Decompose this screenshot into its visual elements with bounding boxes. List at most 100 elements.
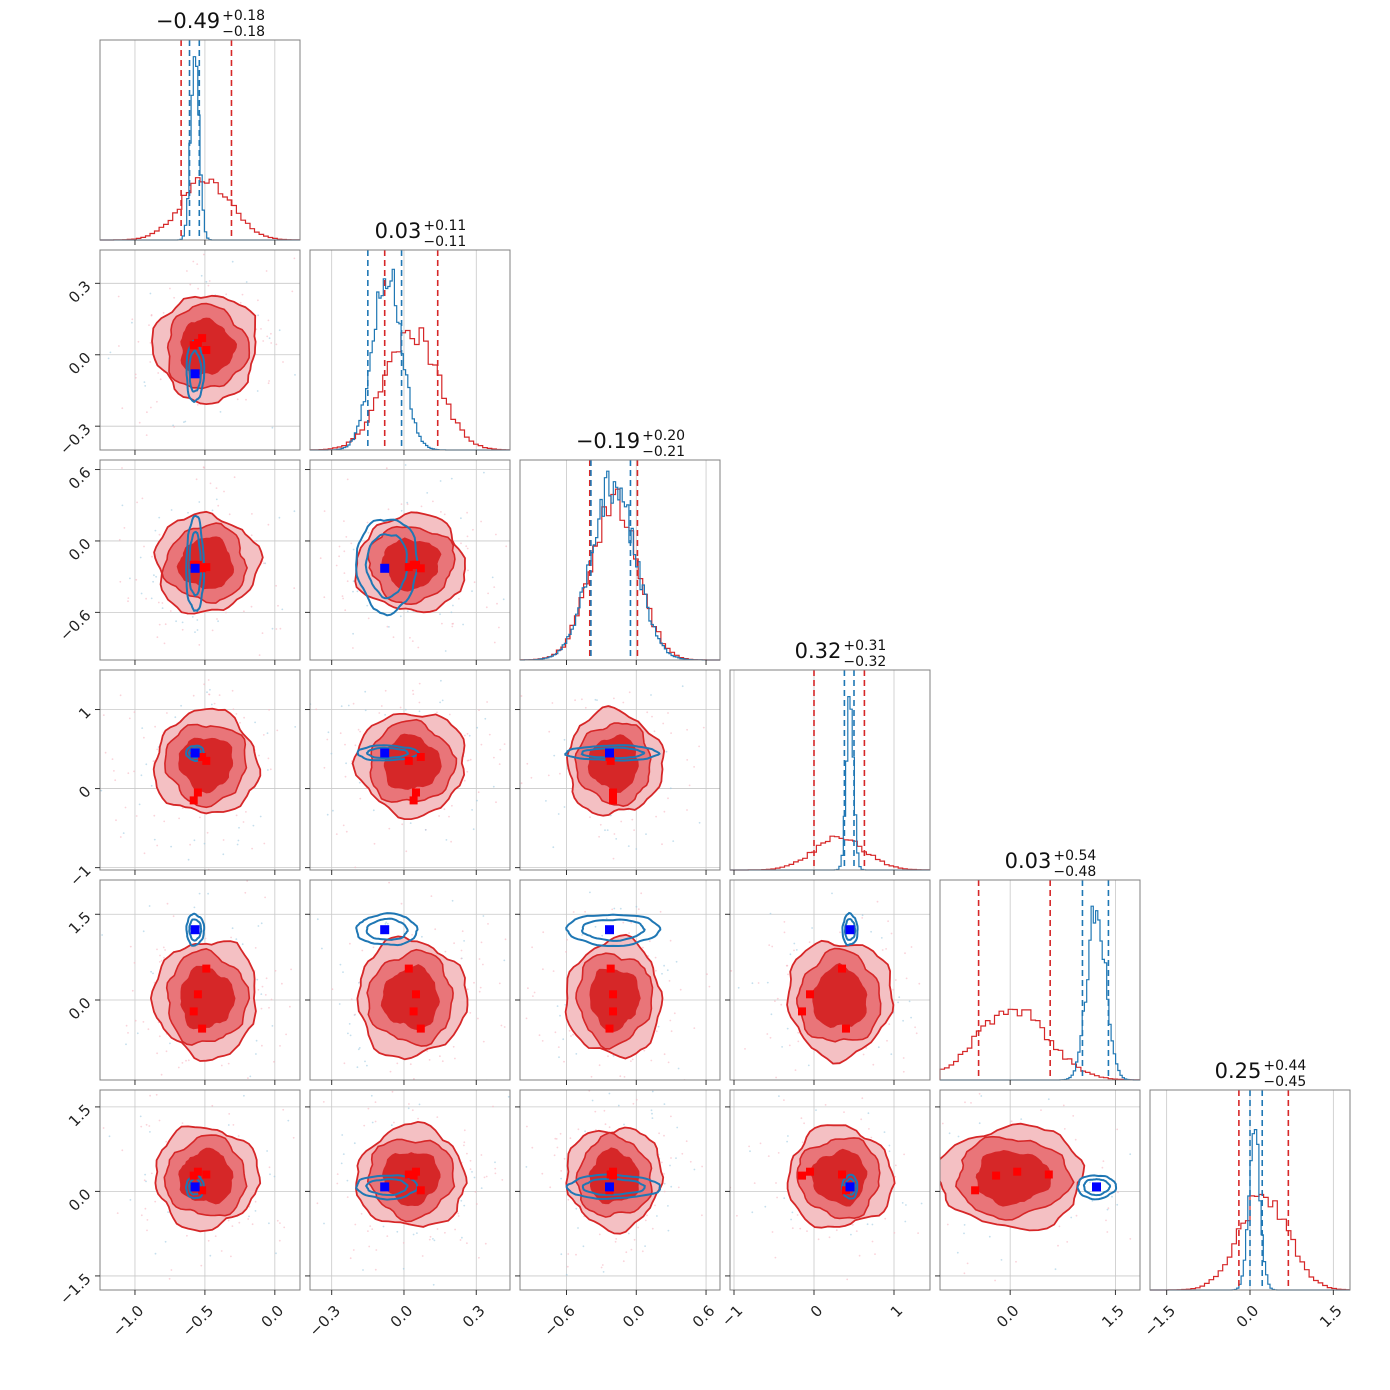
sample-dot (480, 941, 483, 944)
sample-dot (357, 1048, 360, 1051)
sample-dot (409, 636, 411, 639)
sample-dot (675, 1157, 677, 1159)
sample-dot (160, 959, 163, 962)
sample-dot (236, 398, 239, 401)
sample-dot (635, 905, 638, 908)
sample-dot (230, 1255, 232, 1258)
sample-dot (305, 930, 307, 932)
sample-dot (493, 586, 496, 588)
sample-dot (282, 361, 284, 363)
sample-dot (158, 1035, 161, 1038)
sample-dot (651, 1117, 654, 1119)
sample-dot (143, 736, 145, 739)
sample-dot (335, 564, 338, 567)
sample-dot (374, 1120, 377, 1123)
sample-dot (784, 1091, 786, 1093)
sample-dot (367, 844, 369, 846)
sample-dot (444, 950, 447, 953)
sample-dot (552, 846, 555, 849)
panel-5-1 (99, 879, 307, 1122)
sample-dot (113, 770, 115, 772)
sample-dot (259, 815, 262, 818)
sample-dot (169, 610, 172, 612)
sample-dot (463, 779, 466, 782)
sample-dot (198, 644, 201, 646)
sample-dot (305, 995, 307, 997)
sample-dot (386, 922, 389, 925)
sample-dot (352, 647, 354, 649)
sample-dot (516, 1168, 518, 1170)
sample-dot (866, 1128, 868, 1130)
sample-dot (124, 806, 127, 809)
sample-dot (303, 791, 305, 793)
sample-dot (341, 595, 344, 597)
sample-dot (146, 1219, 149, 1221)
sample-dot (502, 871, 504, 873)
red-histogram (309, 327, 510, 451)
sample-dot (460, 1083, 462, 1085)
sample-dot (963, 1272, 966, 1275)
sample-dot (864, 1236, 866, 1238)
sample-dot (791, 1211, 794, 1214)
sample-dot (1057, 1244, 1059, 1247)
panel-frame (99, 669, 301, 871)
sample-dot (474, 1191, 477, 1193)
truth-marker (190, 1182, 200, 1192)
sample-dot (323, 596, 326, 599)
sample-dot (426, 1105, 428, 1107)
sample-dot (386, 625, 389, 628)
sample-dot (181, 807, 184, 809)
sample-dot (667, 797, 669, 800)
sample-dot (140, 592, 143, 595)
sample-dot (329, 1150, 331, 1152)
sample-dot (241, 943, 244, 946)
sample-dot (266, 1150, 268, 1152)
sample-dot (241, 293, 244, 296)
sample-dot (346, 580, 349, 583)
sample-dot (498, 763, 501, 765)
sample-dot (215, 1120, 217, 1122)
sample-dot (251, 847, 254, 850)
sample-dot (557, 813, 560, 815)
panel-frame (309, 669, 511, 871)
sample-dot (203, 683, 206, 686)
sample-dot (153, 838, 156, 841)
sample-dot (910, 946, 913, 948)
sample-dot (161, 607, 164, 609)
sample-dot (483, 1108, 485, 1110)
sample-dot (374, 1101, 377, 1103)
sample-dot (502, 598, 505, 601)
sample-dot (293, 587, 296, 589)
red-marker (193, 788, 202, 797)
sample-dot (534, 623, 536, 625)
sample-dot (577, 1227, 579, 1229)
sample-dot (452, 622, 454, 625)
sample-dot (815, 1109, 817, 1111)
sample-dot (158, 623, 161, 626)
sample-dot (434, 928, 437, 931)
sample-dot (498, 982, 501, 985)
sample-dot (877, 1046, 880, 1049)
sample-dot (478, 709, 480, 711)
x-tick-label: 1.5 (1098, 1302, 1128, 1332)
sample-dot (260, 328, 262, 330)
sample-dot (526, 762, 529, 765)
sample-dot (189, 843, 192, 846)
sample-dot (432, 500, 434, 503)
sample-dot (441, 1060, 444, 1063)
sample-dot (380, 705, 383, 707)
sample-dot (244, 891, 247, 894)
sample-dot (682, 864, 684, 866)
sample-dot (672, 840, 675, 842)
sample-dot (261, 632, 264, 634)
sample-dot (225, 293, 228, 296)
red-marker (416, 753, 425, 761)
sample-dot (237, 839, 240, 842)
sample-dot (400, 509, 403, 512)
sample-dot (268, 709, 270, 711)
red-histogram (730, 835, 930, 871)
sample-dot (173, 296, 176, 299)
x-tick-label: −0.5 (179, 1302, 217, 1340)
y-tick-label: 0.0 (65, 1185, 95, 1215)
x-tick-label: 1.5 (1316, 1302, 1346, 1332)
